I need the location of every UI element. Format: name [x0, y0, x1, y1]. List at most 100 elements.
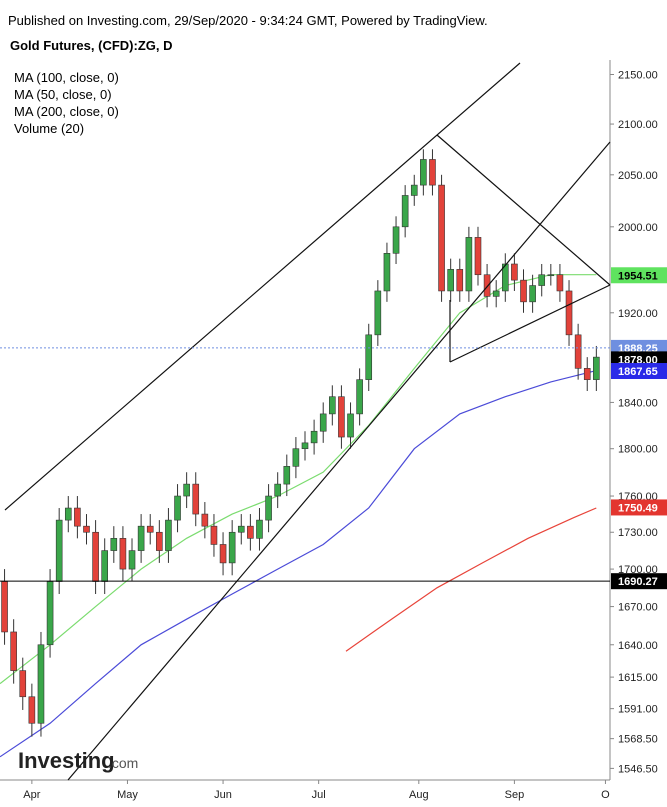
price-label: 1690.27	[618, 576, 658, 588]
moving-average	[0, 370, 597, 758]
candle-body	[447, 269, 454, 292]
candle-body	[156, 531, 163, 551]
logo: Investing	[18, 748, 115, 773]
candle-body	[501, 263, 509, 292]
candle-body	[256, 519, 263, 539]
y-tick-label: 1670.00	[618, 602, 658, 614]
trendline	[4, 62, 521, 511]
candle-body	[583, 368, 591, 380]
candle-body	[192, 483, 200, 515]
y-tick-label: 2000.00	[618, 222, 658, 234]
candle-body	[64, 507, 72, 521]
candle-body	[456, 269, 464, 292]
candle-body	[511, 263, 518, 281]
trendline	[449, 284, 611, 363]
price-label-box	[611, 363, 667, 380]
candle-body	[283, 466, 291, 485]
y-tick-label: 1700.00	[618, 564, 658, 576]
candle-body	[319, 413, 327, 432]
candle-body	[574, 334, 582, 369]
candle-body	[438, 184, 445, 292]
candle-body	[110, 538, 118, 551]
candle-body	[420, 159, 427, 186]
price-label-box	[611, 573, 667, 590]
trendlines	[4, 62, 611, 781]
candle-body	[10, 631, 17, 671]
y-tick-label: 1730.00	[618, 527, 658, 539]
candle-body	[83, 525, 90, 533]
candle-body	[165, 519, 172, 551]
candle-body	[329, 396, 336, 415]
trendline	[436, 134, 611, 286]
moving-average	[345, 507, 597, 652]
candle-body	[55, 519, 63, 582]
moving-average	[0, 274, 597, 685]
legend-entry: MA (200, close, 0)	[14, 104, 119, 119]
candle-body	[74, 507, 81, 527]
price-label-box	[611, 499, 667, 516]
price-label: 1867.65	[618, 366, 658, 378]
candle-body	[265, 495, 272, 521]
trendline	[67, 141, 611, 781]
candle-body	[146, 525, 154, 533]
y-tick-label: 1800.00	[618, 444, 658, 456]
candle-body	[338, 396, 345, 438]
candle-body	[465, 237, 473, 292]
candle-body	[520, 279, 527, 303]
candle-body	[483, 274, 491, 297]
candle-body	[492, 290, 500, 297]
candle-body	[119, 538, 127, 570]
legend-entry: MA (100, close, 0)	[14, 70, 119, 85]
candle-body	[210, 525, 218, 545]
candle-body	[356, 379, 363, 415]
y-tick-label: 1920.00	[618, 308, 658, 320]
y-tick-label: 2100.00	[618, 119, 658, 131]
candle-body	[1, 581, 8, 633]
candle-body	[565, 290, 573, 336]
candle-body	[538, 274, 546, 286]
candle-body	[247, 525, 254, 539]
y-tick-label: 1546.50	[618, 763, 658, 775]
x-tick-label: Sep	[505, 789, 525, 801]
price-label: 1750.49	[618, 502, 658, 514]
candle-body	[410, 184, 418, 196]
candle-body	[183, 483, 190, 497]
instrument-title: Gold Futures, (CFD):ZG, D	[10, 38, 172, 53]
y-tick-label: 2050.00	[618, 170, 658, 182]
x-tick-label: Jul	[312, 789, 326, 801]
candle-body	[556, 274, 564, 292]
candle-body	[429, 159, 436, 186]
candle-body	[593, 356, 600, 380]
candle-body	[137, 525, 145, 551]
candle-body	[529, 285, 536, 303]
price-label: 1954.51	[618, 270, 658, 282]
published-note: Published on Investing.com, 29/Sep/2020 …	[8, 13, 488, 28]
candle-body	[28, 696, 36, 724]
candle-body	[310, 430, 318, 444]
candle-body	[174, 495, 181, 521]
y-tick-label: 1591.00	[618, 704, 658, 716]
y-tick-label: 2150.00	[618, 70, 658, 82]
candle-body	[128, 550, 136, 570]
x-tick-label: Apr	[23, 789, 40, 801]
x-tick-label: May	[117, 789, 138, 801]
candle-body	[92, 531, 99, 582]
candle-body	[401, 195, 409, 228]
candle-body	[237, 525, 245, 533]
candle-body	[474, 237, 482, 276]
candle-body	[365, 334, 373, 380]
candle-body	[292, 448, 300, 467]
x-tick-label: O	[601, 789, 610, 801]
candle-body	[201, 513, 209, 527]
candle-body	[46, 581, 54, 646]
candle-body	[219, 544, 227, 564]
legend-entry: MA (50, close, 0)	[14, 87, 112, 102]
candle-body	[347, 413, 354, 438]
y-tick-label: 1640.00	[618, 640, 658, 652]
candle-body	[101, 550, 109, 582]
y-tick-label: 1568.50	[618, 734, 658, 746]
y-tick-label: 1840.00	[618, 397, 658, 409]
candle-body	[392, 226, 400, 254]
candle-body	[301, 442, 309, 450]
